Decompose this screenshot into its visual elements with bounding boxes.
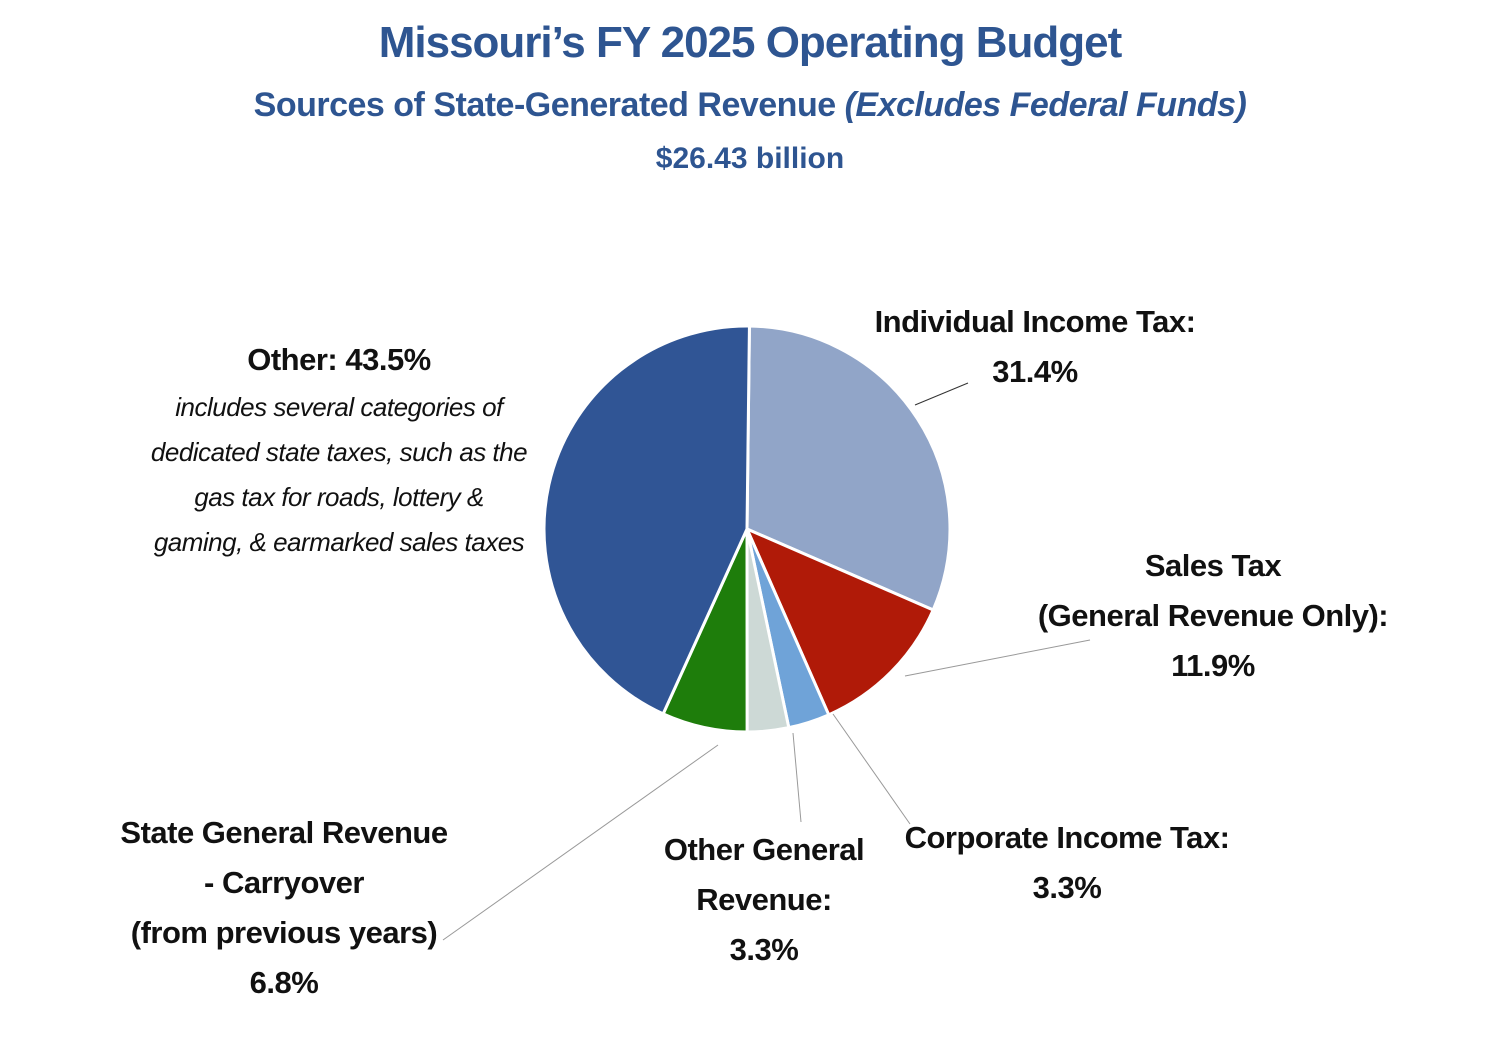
slice-note-other: includes several categories of dedicated …: [151, 392, 527, 557]
slice-label-state-general-revenue-carryover-from-previous-years: State General Revenue - Carryover (from pr…: [120, 815, 447, 1000]
slice-label-line: 3.3%: [730, 932, 799, 967]
slice-label-corporate-income-tax: Corporate Income Tax: 3.3%: [905, 820, 1230, 905]
slice-label-line: (General Revenue Only):: [1038, 598, 1388, 633]
leader-line-individual-income-tax: [914, 382, 969, 406]
slice-label-line: - Carryover: [204, 865, 364, 900]
leader-lines: [442, 382, 1091, 941]
slice-label-sales-tax-general-revenue-only: Sales Tax (General Revenue Only): 11.9%: [1038, 548, 1388, 683]
slice-label-line: 3.3%: [1033, 870, 1102, 905]
slice-label-line: State General Revenue: [120, 815, 447, 850]
slice-label-line: 31.4%: [992, 354, 1077, 389]
leader-line-corporate-income-tax: [832, 713, 911, 825]
slice-note-line: includes several categories of: [175, 392, 506, 422]
slice-label-line: Revenue:: [696, 882, 832, 917]
pie-slices: [542, 324, 952, 734]
chart-total: $26.43 billion: [655, 142, 845, 175]
pie-slice-individual-income-tax: [745, 324, 952, 612]
chart-subtitle: Sources of State-Generated Revenue (Excl…: [0, 86, 1500, 125]
leader-line-state-general-revenue-carryover-from-previous-years: [442, 744, 719, 941]
slice-note-line: dedicated state taxes, such as the: [151, 437, 527, 467]
slice-label-line: Other General: [664, 832, 864, 867]
slice-labels: Individual Income Tax: 31.4% Sales Tax (Gen…: [120, 304, 1388, 1000]
slice-label-line: 6.8%: [250, 965, 319, 1000]
slice-label-line: Sales Tax: [1145, 548, 1283, 583]
leader-line-other-general-revenue: [792, 732, 802, 823]
subtitle-main: Sources of State-Generated Revenue: [253, 86, 845, 124]
slice-label-line: (from previous years): [131, 915, 438, 950]
pie-slice-sales-tax-general-revenue-only: [744, 526, 936, 717]
subtitle-italic: (Excludes Federal Funds): [844, 86, 1247, 124]
slice-label-individual-income-tax: Individual Income Tax: 31.4%: [875, 304, 1196, 389]
slice-label-line: Individual Income Tax:: [875, 304, 1196, 339]
slice-label-line: 11.9%: [1171, 648, 1255, 683]
slice-label-other-general-revenue: Other General Revenue: 3.3%: [664, 832, 864, 967]
slice-label-line: Corporate Income Tax:: [905, 820, 1230, 855]
slice-label-line: Other: 43.5%: [247, 342, 431, 377]
slice-label-other: Other: 43.5%: [247, 342, 431, 377]
slice-note-line: gaming, & earmarked sales taxes: [154, 527, 525, 557]
leader-line-sales-tax-general-revenue-only: [904, 639, 1091, 677]
pie-slice-other: [542, 324, 751, 716]
slice-note-line: gas tax for roads, lottery &: [194, 482, 483, 512]
chart-title: Missouri’s FY 2025 Operating Budget: [378, 18, 1123, 67]
